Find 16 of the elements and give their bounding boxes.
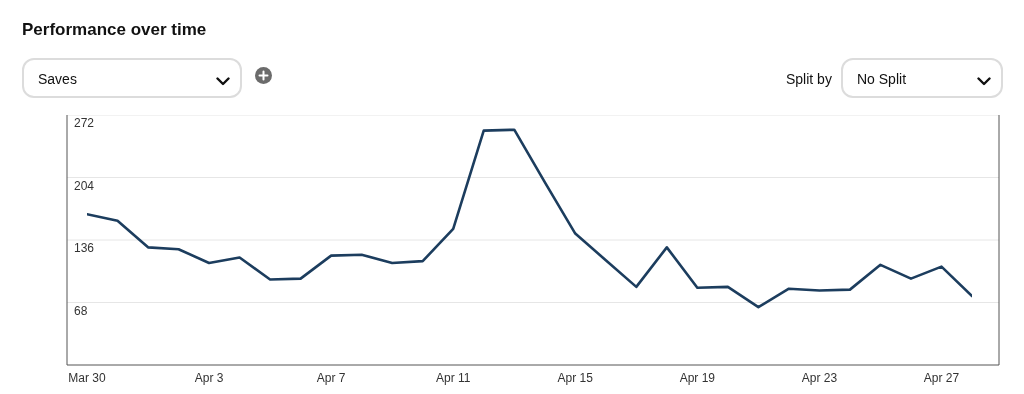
x-tick-label: Apr 7: [316, 370, 346, 385]
text: No Split: [857, 71, 907, 87]
x-tick-label: Apr 3: [194, 370, 224, 385]
y-tick-label: 136: [74, 241, 95, 255]
x-tick-label: Apr 27: [923, 370, 960, 385]
y-axis-title: Saves: [38, 71, 77, 87]
x-tick-label: Apr 15: [557, 370, 594, 385]
x-tick-label: Apr 19: [679, 370, 716, 385]
y-tick-label: 272: [74, 116, 95, 130]
x-tick-label: Apr 11: [435, 370, 471, 385]
x-tick-label: Apr 23: [801, 370, 838, 385]
y-tick-label: 204: [74, 178, 95, 193]
text: Split by: [786, 71, 832, 87]
chart-title: Performance over time: [22, 20, 207, 40]
x-tick-label: Mar 30: [68, 370, 106, 385]
y-tick-label: 68: [74, 303, 88, 318]
